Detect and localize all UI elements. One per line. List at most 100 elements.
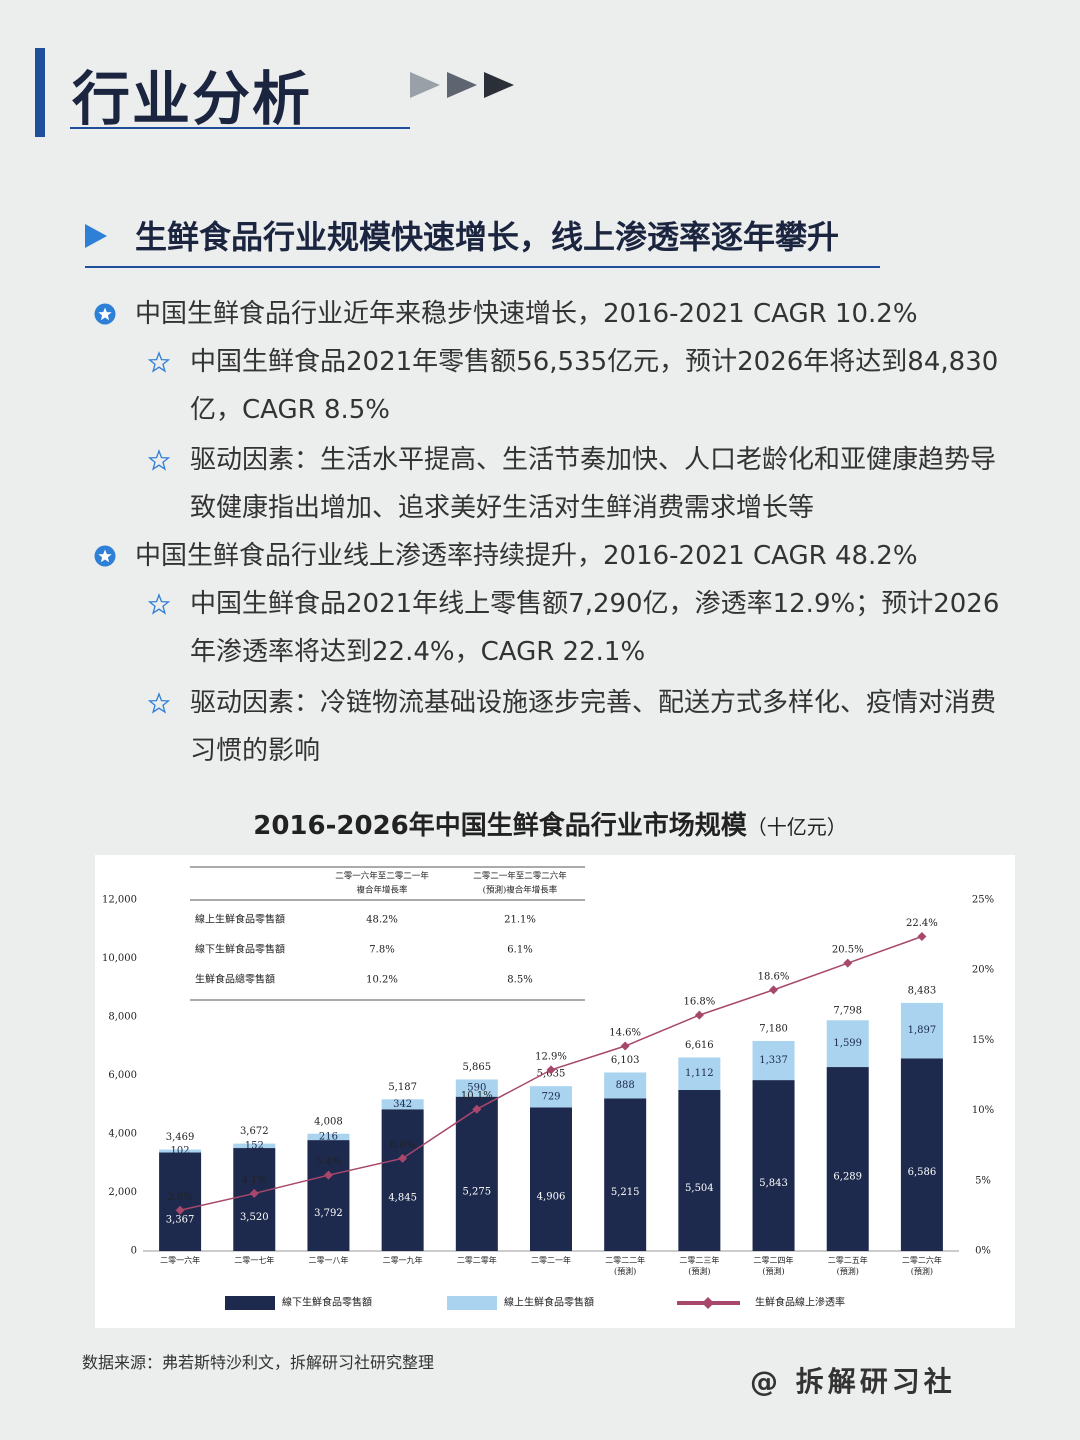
x-tick-label: 二零二四年(預測) <box>754 1255 794 1276</box>
total-label: 7,798 <box>833 1005 862 1016</box>
sub-bullet-text: 驱动因素：冷链物流基础设施逐步完善、配送方式多样化、疫情对消费习惯的影响 <box>190 688 997 766</box>
line-marker <box>769 985 779 995</box>
line-value-label: 14.6% <box>609 1028 641 1039</box>
line-value-label: 16.8% <box>683 997 715 1008</box>
line-value-label: 20.5% <box>832 945 864 956</box>
legend-swatch <box>225 1296 275 1310</box>
bar-segment <box>604 1098 647 1251</box>
line-marker <box>620 1041 630 1051</box>
header-bar <box>35 48 45 137</box>
bar-value-label: 729 <box>541 1091 560 1102</box>
bar-value-label: 5,843 <box>759 1178 788 1189</box>
y2-tick-label: 10% <box>972 1105 994 1116</box>
bar-value-label: 5,275 <box>462 1186 491 1197</box>
line-value-label: 12.9% <box>535 1051 567 1062</box>
x-tick-label: 二零二五年(預測) <box>828 1255 868 1276</box>
icon-star <box>148 449 170 471</box>
bar-segment <box>604 1072 647 1099</box>
line-marker <box>472 1104 482 1114</box>
bullet-text: 中国生鲜食品行业近年来稳步快速增长，2016-2021 CAGR 10.2% <box>135 299 918 329</box>
section-underline <box>85 266 880 268</box>
bullet-text: 中国生鲜食品行业线上渗透率持续提升，2016-2021 CAGR 48.2% <box>135 541 918 571</box>
x-tick-label: 二零一九年 <box>383 1255 423 1265</box>
chart: 0 2,000 4,000 6,000 8,000 10,000 12,000 0% 5% 10%… <box>95 855 1015 1328</box>
line-value-label: 4.1% <box>242 1175 267 1186</box>
total-label: 6,103 <box>611 1055 640 1066</box>
line-marker <box>843 958 853 968</box>
header-underline <box>70 127 410 129</box>
icon-star <box>148 692 170 714</box>
x-tick-label: 二零二六年(預測) <box>902 1255 942 1276</box>
source: 数据来源：弗若斯特沙利文，拆解研习社研究整理 <box>82 1353 435 1372</box>
line-marker <box>694 1010 704 1020</box>
x-tick-label: 二零二零年 <box>457 1255 497 1265</box>
table-cell: 7.8% <box>369 945 394 956</box>
icon-star <box>148 351 170 373</box>
table-header: 二零二一年至二零二六年 <box>473 871 567 882</box>
table-header: 複合年增長率 <box>356 885 408 896</box>
bar-value-label: 6,586 <box>908 1167 937 1178</box>
bar-value-label: 5,215 <box>611 1187 640 1198</box>
bar-segment <box>455 1096 498 1251</box>
line-value-label: 22.4% <box>906 918 938 929</box>
sub-bullet-icon <box>148 692 170 714</box>
bar-value-label: 590 <box>467 1083 486 1094</box>
sub-bullet-text: 中国生鲜食品2021年零售额56,535亿元，预计2026年将达到84,830亿… <box>190 347 999 425</box>
bar-value-label: 216 <box>319 1131 338 1142</box>
bullet-icon <box>94 545 116 567</box>
total-label: 4,008 <box>314 1116 343 1127</box>
line-value-label: 6.6% <box>390 1140 415 1151</box>
y-tick-label: 8,000 <box>108 1012 137 1023</box>
y-tick-label: 0 <box>131 1246 137 1257</box>
bar-segment <box>307 1133 350 1141</box>
bar-segment <box>530 1107 572 1251</box>
bar-value-label: 342 <box>393 1099 412 1110</box>
line-marker <box>917 932 927 942</box>
table-cell: 10.2% <box>366 975 398 986</box>
y-tick-label: 6,000 <box>108 1070 137 1081</box>
bar-value-label: 1,897 <box>908 1025 937 1036</box>
bar-segment <box>752 1040 795 1081</box>
sub-bullet-text: 驱动因素：生活水平提高、生活节奏加快、人口老龄化和亚健康趋势导致健康指出增加、追… <box>190 445 997 523</box>
table-cell: 8.5% <box>507 975 532 986</box>
bar-segment <box>752 1080 795 1251</box>
y2-tick-label: 15% <box>972 1035 994 1046</box>
table-header: (預測)複合年增長率 <box>483 885 558 896</box>
y-tick-label: 2,000 <box>108 1187 137 1198</box>
bar-segment <box>530 1086 572 1108</box>
x-tick-label: 二零一七年 <box>234 1255 274 1265</box>
sub-bullet-icon <box>148 593 170 615</box>
bar-segment <box>455 1079 498 1097</box>
line-value-label: 2.9% <box>167 1192 192 1203</box>
section-heading: 生鲜食品行业规模快速增长，线上渗透率逐年攀升 <box>135 218 840 256</box>
bar-value-label: 888 <box>616 1080 635 1091</box>
bar-value-label: 5,504 <box>685 1183 714 1194</box>
x-tick-label: 二零一八年 <box>308 1255 348 1265</box>
bar-value-label: 1,599 <box>833 1038 862 1049</box>
line-marker <box>175 1205 185 1215</box>
bar-segment <box>307 1140 350 1251</box>
header-title: 行业分析 <box>72 65 313 133</box>
bar-value-label: 102 <box>171 1146 190 1157</box>
table-cell: 48.2% <box>366 915 398 926</box>
bar-segment <box>233 1148 276 1251</box>
line-marker <box>398 1153 408 1163</box>
total-label: 3,469 <box>166 1132 195 1143</box>
x-tick-label: 二零一六年 <box>160 1255 200 1265</box>
bar-value-label: 4,906 <box>537 1192 566 1203</box>
icon-star <box>98 549 112 563</box>
legend-label: 線下生鮮食品零售額 <box>282 1296 372 1309</box>
table-cell: 21.1% <box>504 915 536 926</box>
line-marker <box>546 1065 556 1075</box>
total-label: 7,180 <box>759 1023 788 1034</box>
section-arrow <box>85 224 107 248</box>
bar-value-label: 1,337 <box>759 1055 788 1066</box>
bar-value-label: 3,367 <box>166 1214 195 1225</box>
line-marker <box>323 1170 333 1180</box>
table-cell: 生鮮食品總零售額 <box>195 973 275 986</box>
bullet-icon <box>94 303 116 325</box>
bar-segment <box>826 1067 869 1251</box>
bar-value-label: 6,289 <box>833 1172 862 1183</box>
bar-value-label: 4,845 <box>388 1193 417 1204</box>
x-tick-label: 二零二一年 <box>531 1255 571 1265</box>
